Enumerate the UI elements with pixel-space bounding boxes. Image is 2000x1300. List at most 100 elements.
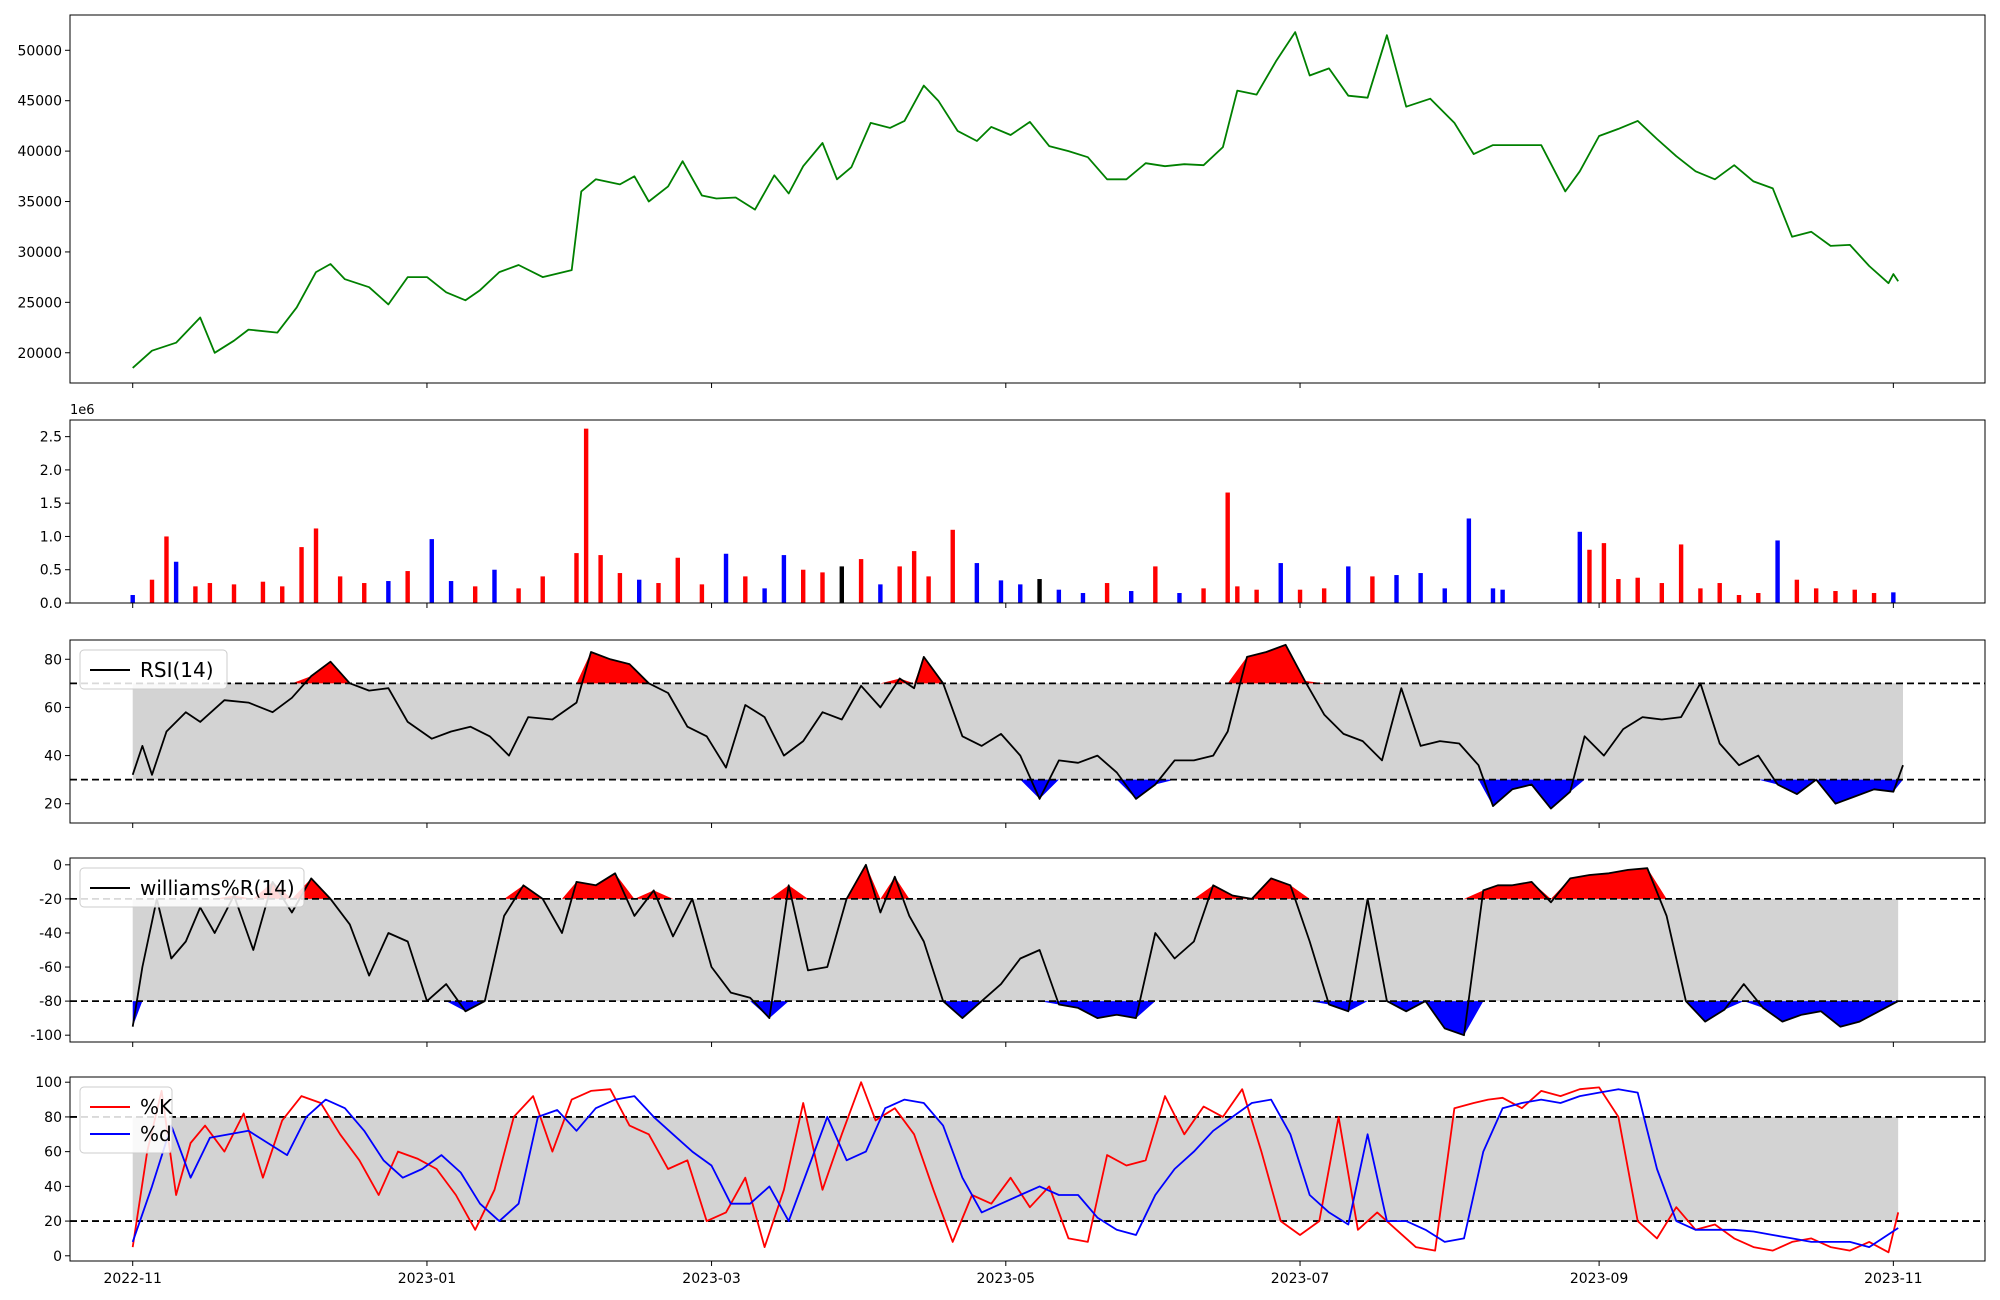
- volume-bar: [800, 569, 806, 603]
- volume-bar: [405, 571, 410, 603]
- volume-bar: [260, 581, 266, 603]
- volume-bar: [723, 553, 729, 603]
- volume-bar: [1080, 593, 1086, 603]
- volume-bar: [1418, 573, 1423, 603]
- volume-bar: [950, 529, 955, 603]
- volume-bar: [1037, 579, 1042, 603]
- volume-bar: [926, 576, 931, 603]
- volume-bar: [1466, 518, 1472, 603]
- volume-bar: [492, 569, 497, 603]
- panel-volume: 0.0 0.5 1.0 1.5 2.0 2.5 1e6: [40, 403, 1986, 612]
- x-tick-label: 2023-01: [398, 1271, 457, 1287]
- volume-bar: [149, 579, 155, 603]
- x-tick-label: 2023-11: [1864, 1271, 1923, 1287]
- volume-bar: [472, 586, 478, 603]
- y-tick-label: -80: [39, 994, 62, 1010]
- volume-bar: [1794, 579, 1800, 603]
- volume-bar: [1587, 549, 1592, 603]
- volume-bar: [1833, 591, 1838, 603]
- x-tick-label: 2022-11: [103, 1271, 162, 1287]
- volume-bar: [1891, 592, 1896, 603]
- series-line-0: [132, 31, 1899, 369]
- y-tick-label: 60: [44, 700, 62, 716]
- threshold-band: [132, 898, 1899, 1002]
- volume-bar: [598, 555, 603, 603]
- y-tick-label: 0: [53, 858, 62, 874]
- volume-bar: [574, 553, 579, 603]
- y-tick-label: 60: [44, 1145, 62, 1161]
- oversold-fill: [132, 1001, 1899, 1036]
- y-tick-label: 2.0: [40, 463, 62, 479]
- volume-bar: [386, 581, 391, 603]
- series-line-0: [131, 1081, 1900, 1254]
- volume-bar: [164, 536, 169, 603]
- volume-bar: [1346, 566, 1351, 603]
- plot-frame: [69, 14, 1986, 384]
- volume-bar: [1201, 588, 1206, 603]
- y-tick-label: 80: [44, 652, 62, 668]
- y-tick-label: 40000: [17, 144, 62, 160]
- volume-bar: [1394, 575, 1399, 603]
- panel-rsi: 20 40 60 80 RSI(14): [44, 639, 1986, 828]
- oversold-fill: [132, 779, 1903, 809]
- volume-bar: [583, 428, 589, 603]
- y-tick-label: -60: [39, 960, 62, 976]
- volume-bar: [1321, 588, 1327, 603]
- legend-box: [79, 649, 228, 690]
- volume-bar: [173, 561, 179, 603]
- legend-label: williams%R(14): [140, 876, 295, 900]
- plot-frame: [69, 419, 1986, 604]
- volume-bar: [675, 557, 680, 603]
- plot-frame: [69, 639, 1986, 824]
- y-tick-label: 1.5: [40, 496, 62, 512]
- volume-bar: [207, 583, 213, 603]
- volume-bar: [1177, 593, 1182, 603]
- y-tick-label: 35000: [17, 195, 62, 211]
- volume-bar: [1235, 586, 1240, 603]
- panel-stochastic: 0 20 40 60 80 100 %K %d 2022-11 2023-01 2023-03 202…: [35, 1075, 1986, 1287]
- y-tick-label: -100: [30, 1028, 62, 1044]
- volume-bar: [1813, 588, 1819, 603]
- y-tick-label: 20: [44, 797, 62, 813]
- y-tick-label: 25000: [17, 295, 62, 311]
- volume-bar: [897, 566, 902, 603]
- y-tick-label: -40: [39, 926, 62, 942]
- volume-bar: [362, 583, 367, 603]
- volume-bar: [1616, 579, 1621, 603]
- volume-bar: [1278, 563, 1283, 603]
- volume-bar: [858, 559, 864, 603]
- volume-bar: [1297, 589, 1303, 603]
- y-tick-label: 100: [35, 1075, 62, 1091]
- legend-box: [79, 1086, 173, 1154]
- volume-bar: [1775, 540, 1780, 603]
- volume-bar: [636, 579, 642, 603]
- threshold-band: [132, 1116, 1899, 1222]
- series-line-0: [131, 643, 1904, 810]
- volume-bar: [699, 584, 705, 603]
- y-tick-label: 45000: [17, 94, 62, 110]
- volume-bar: [1442, 588, 1447, 603]
- volume-bar: [337, 576, 343, 603]
- y-offset-label: 1e6: [70, 403, 95, 418]
- volume-bar: [1018, 584, 1023, 603]
- volume-bar: [1056, 589, 1062, 603]
- x-tick-label: 2023-07: [1271, 1271, 1330, 1287]
- y-tick-label: 0.0: [40, 596, 62, 612]
- volume-bar: [1254, 589, 1259, 603]
- legend-label: RSI(14): [140, 658, 214, 682]
- volume-bar: [516, 588, 521, 603]
- volume-bar: [1678, 544, 1684, 603]
- y-tick-label: 20: [44, 1214, 62, 1230]
- y-tick-label: 2.5: [40, 430, 62, 446]
- volume-bar: [1370, 576, 1375, 603]
- y-tick-label: 0: [53, 1249, 62, 1265]
- volume-bar: [193, 586, 198, 603]
- volume-bar: [540, 576, 545, 603]
- volume-bar: [1601, 543, 1607, 603]
- volume-bar: [1153, 566, 1158, 603]
- y-tick-label: 40: [44, 749, 62, 765]
- y-tick-label: 80: [44, 1110, 62, 1126]
- volume-bar: [617, 573, 623, 603]
- volume-bar: [974, 563, 980, 603]
- volume-bar: [781, 555, 787, 603]
